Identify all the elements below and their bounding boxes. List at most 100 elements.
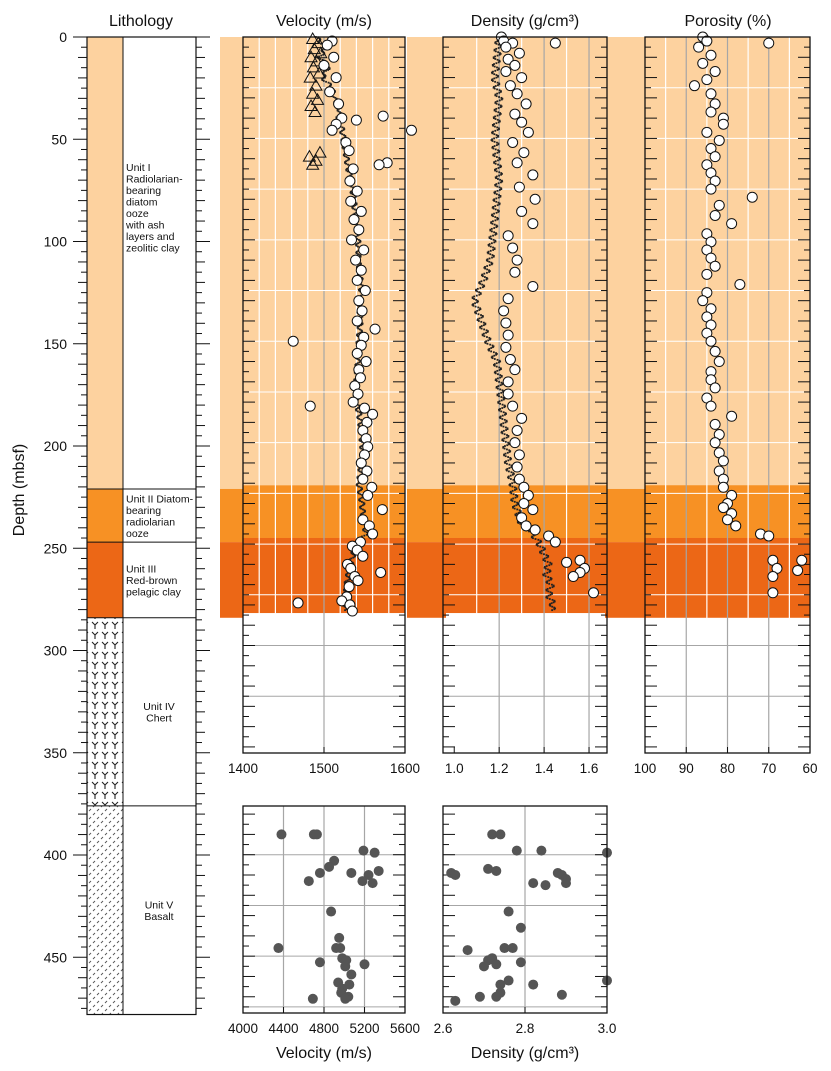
log-profile-point — [496, 84, 499, 87]
log-profile-point — [553, 600, 556, 603]
log-profile-point — [494, 42, 497, 44]
log-profile-point — [357, 327, 360, 330]
log-profile-point — [320, 54, 323, 57]
unit-band — [240, 542, 243, 618]
log-profile-point — [493, 140, 496, 143]
log-profile-point — [491, 80, 494, 82]
log-profile-point — [496, 88, 498, 91]
log-profile-point — [346, 579, 349, 582]
log-profile-point — [346, 575, 348, 578]
unit-band — [240, 37, 243, 489]
log-profile-point — [484, 323, 487, 326]
log-profile-point — [476, 301, 478, 304]
log-profile-point — [355, 409, 358, 412]
log-profile-point — [495, 134, 498, 136]
log-profile-point — [487, 252, 490, 255]
log-profile-point — [547, 555, 550, 558]
log-profile-point — [497, 182, 500, 185]
discrete-data-point — [504, 80, 516, 92]
log-profile-point — [543, 566, 546, 569]
log-profile-point — [356, 417, 359, 420]
log-profile-point — [495, 380, 498, 382]
log-profile-point — [498, 99, 501, 102]
log-profile-point — [516, 501, 518, 504]
log-profile-point — [361, 448, 364, 451]
basalt-data-point — [324, 861, 335, 872]
discrete-data-point — [701, 268, 713, 280]
x-tick-label: 70 — [761, 761, 776, 776]
log-profile-point — [479, 282, 482, 285]
log-profile-point — [358, 289, 360, 292]
log-profile-point — [491, 344, 494, 347]
x-tick-label: 100 — [634, 761, 657, 776]
discrete-data-point — [709, 151, 721, 163]
log-profile-point — [542, 574, 545, 577]
log-profile-point — [512, 473, 515, 475]
log-profile-point — [359, 331, 362, 334]
log-profile-point — [359, 493, 362, 496]
discrete-data-point — [701, 74, 713, 86]
log-profile-point — [495, 211, 498, 214]
log-profile-point — [497, 107, 500, 109]
log-profile-point — [318, 55, 320, 58]
log-profile-point — [492, 215, 494, 218]
log-profile-point — [495, 76, 498, 79]
log-profile-point — [495, 42, 498, 45]
triangle-marker — [309, 78, 323, 91]
log-profile-point — [486, 260, 489, 262]
log-profile-point — [551, 583, 553, 586]
log-profile-point — [502, 440, 505, 442]
log-profile-point — [498, 96, 500, 98]
log-profile-point — [499, 402, 502, 405]
log-profile-point — [497, 373, 499, 376]
unit-label-line: Radiolarian- — [126, 174, 183, 186]
log-profile-point — [506, 462, 508, 465]
log-profile-point — [342, 147, 345, 150]
log-profile-point — [474, 302, 476, 305]
log-profile-point — [545, 596, 548, 599]
log-profile-point — [501, 403, 504, 406]
x-tick-label: 2.6 — [434, 1021, 453, 1036]
triangle-marker — [304, 50, 318, 63]
depth-tick-label: 400 — [44, 847, 68, 863]
log-profile-point — [501, 432, 504, 435]
log-profile-point — [496, 358, 499, 361]
discrete-data-point — [689, 80, 700, 92]
log-profile-point — [515, 488, 518, 491]
log-profile-point — [548, 582, 551, 585]
log-profile-point — [510, 492, 513, 495]
discrete-data-point — [513, 181, 525, 193]
log-profile-point — [363, 534, 366, 537]
log-profile-point — [493, 162, 496, 164]
unit-band — [407, 488, 440, 543]
log-profile-point — [501, 414, 504, 417]
log-profile-point — [496, 225, 499, 228]
log-profile-point — [545, 565, 548, 567]
log-profile-point — [497, 178, 499, 180]
log-profile-point — [491, 230, 493, 233]
log-profile-point — [499, 195, 502, 198]
basalt-data-point — [561, 878, 571, 889]
discrete-data-point — [359, 285, 371, 297]
discrete-data-point — [375, 566, 387, 578]
discrete-data-point — [697, 295, 709, 307]
log-profile-point — [509, 491, 512, 494]
log-profile-point — [496, 387, 499, 390]
discrete-data-point — [709, 382, 721, 394]
panel-frame — [442, 36, 608, 754]
log-profile-point — [505, 436, 508, 439]
log-profile-point — [545, 554, 548, 556]
discrete-data-point — [561, 556, 573, 568]
log-profile-point — [530, 536, 533, 539]
log-profile-point — [488, 264, 491, 267]
log-profile-point — [539, 541, 542, 544]
discrete-data-point — [709, 209, 721, 221]
unit-band — [605, 488, 645, 543]
log-profile-point — [493, 223, 496, 226]
log-profile-point — [488, 349, 490, 352]
lithology-unit-fill — [87, 488, 123, 543]
unit-label-line: Unit V — [145, 899, 174, 911]
log-profile-point — [491, 256, 493, 259]
discrete-data-point — [347, 163, 359, 175]
